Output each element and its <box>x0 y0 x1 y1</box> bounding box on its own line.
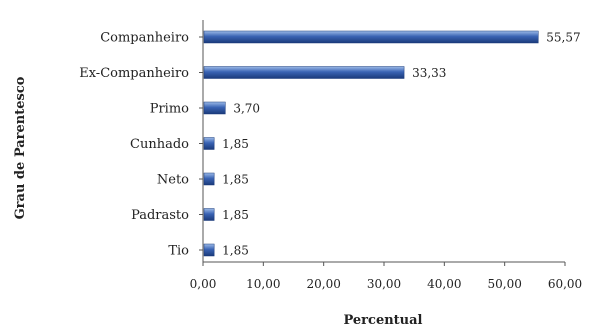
data-label: 1,85 <box>222 208 249 222</box>
category-label: Tio <box>168 244 189 259</box>
data-label: 1,85 <box>222 173 249 187</box>
data-label: 33,33 <box>412 66 446 80</box>
x-tick-label: 50,00 <box>487 277 521 291</box>
bar <box>203 172 215 186</box>
x-tick-label: 40,00 <box>427 277 461 291</box>
category-label: Neto <box>157 173 189 188</box>
x-tick-label: 0,00 <box>190 277 217 291</box>
data-label: 55,57 <box>546 31 580 45</box>
category-label: Cunhado <box>130 137 189 152</box>
y-axis-title: Grau de Parentesco <box>13 76 28 219</box>
bar <box>203 243 215 257</box>
x-tick-label: 60,00 <box>548 277 582 291</box>
x-tick-label: 20,00 <box>306 277 340 291</box>
category-label: Padrasto <box>131 208 189 223</box>
data-label: 1,85 <box>222 244 249 258</box>
plot-area: 0,00 10,00 20,00 30,00 40,00 50,00 60,00 Compan… <box>79 20 582 291</box>
bar <box>203 66 405 79</box>
x-tick-label: 10,00 <box>246 277 280 291</box>
x-tick-label: 30,00 <box>367 277 401 291</box>
data-label: 3,70 <box>233 102 260 116</box>
bar <box>203 137 215 150</box>
category-label: Ex-Companheiro <box>79 66 189 81</box>
category-label: Companheiro <box>100 31 189 46</box>
x-axis-title: Percentual <box>343 313 422 328</box>
bar <box>203 101 226 115</box>
data-label: 1,85 <box>222 137 249 151</box>
bar <box>203 30 539 44</box>
category-label: Primo <box>150 102 189 117</box>
bar <box>203 208 215 221</box>
